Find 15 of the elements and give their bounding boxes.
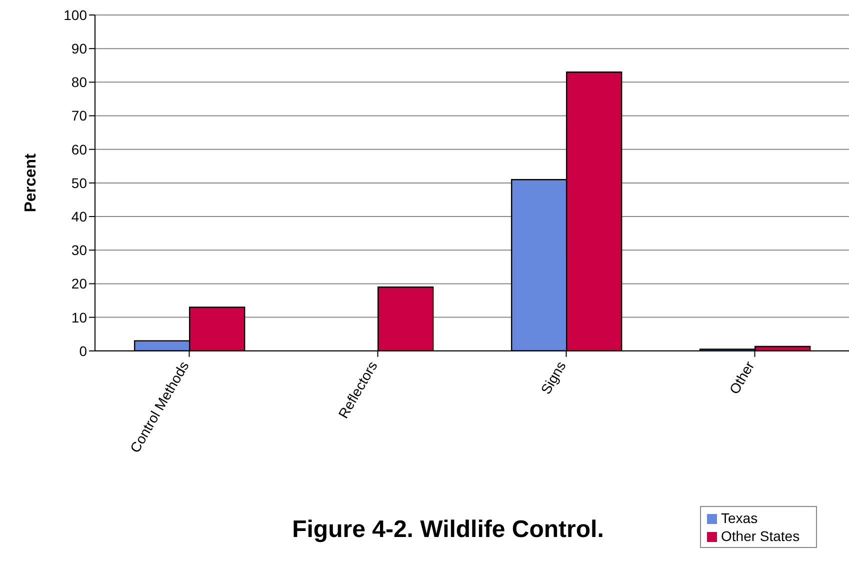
text: Figure 4-2. Wildlife Control. (291, 516, 605, 544)
y-tick-label: 50 (71, 174, 88, 191)
y-tick-label: 10 (71, 309, 88, 326)
y-tick-label: 0 (79, 342, 88, 359)
y-tick-label: 100 (64, 6, 88, 23)
y-tick-label: 20 (71, 276, 88, 292)
y-tick-label: 80 (71, 74, 88, 90)
legend-label: Other States (721, 528, 800, 544)
y-axis-title: Percent (22, 152, 40, 212)
y-tick-label: 30 (71, 242, 88, 258)
y-tick-label: 90 (71, 40, 88, 57)
y-tick-label: 40 (71, 208, 88, 225)
legend-label: Texas (721, 510, 758, 526)
y-tick-label: 70 (71, 108, 88, 124)
y-tick-label: 60 (71, 141, 88, 158)
